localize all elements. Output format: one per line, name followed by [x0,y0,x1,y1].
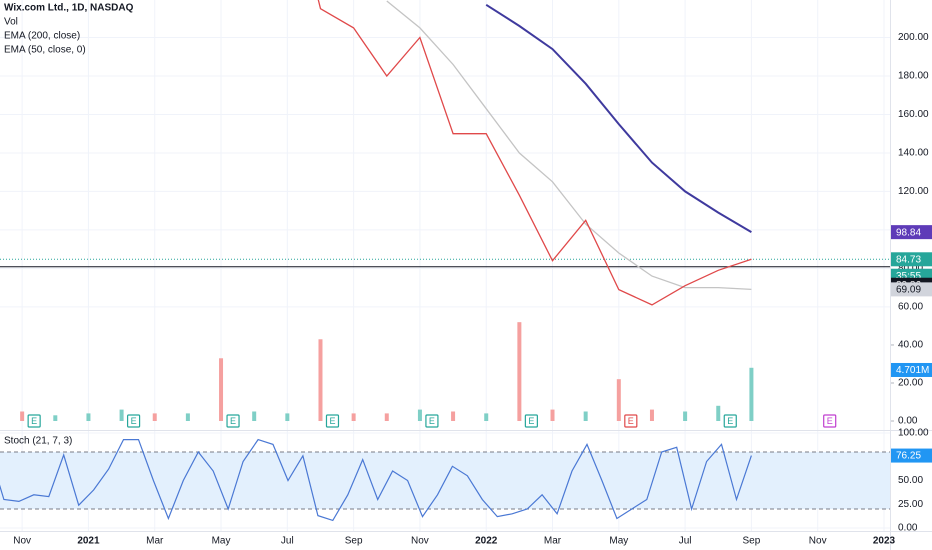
earnings-marker [27,414,41,428]
axis-badge-label: 98.84 [896,227,921,238]
volume-bar [649,409,654,421]
volume-bar [683,411,688,421]
legend-ema200: EMA (200, close) [4,31,80,42]
axis-badge [891,225,932,240]
series-line [485,3,752,233]
stoch-tick-label: 0.00 [898,523,918,534]
legend-ema50: EMA (50, close, 0) [4,45,86,56]
earnings-marker [524,414,538,428]
earnings-label: E [329,416,335,426]
volume-bar [451,411,456,421]
y-tick-label: 60.00 [898,302,923,313]
volume-bar [152,413,157,421]
volume-bar [318,339,323,421]
stoch-title: Stoch (21, 7, 3) [4,436,72,447]
earnings-marker [624,414,638,428]
x-tick-label: Jul [679,536,692,547]
earnings-label: E [528,416,534,426]
earnings-label: E [230,416,236,426]
earnings-label: E [429,416,435,426]
axis-badge-label: 76.25 [896,451,921,462]
y2-tick-label: 20.00 [898,378,923,389]
x-tick-label: Nov [13,536,31,547]
axis-badge [891,282,932,297]
x-tick-label: 2023 [873,536,896,547]
stoch-tick-label: 100.00 [898,428,929,439]
volume-bar [384,413,389,421]
x-tick-label: May [609,536,628,547]
earnings-label: E [628,416,634,426]
earnings-marker [425,414,439,428]
x-tick-label: 2022 [475,536,498,547]
axis-badge-label: 35:55 [896,271,921,282]
earnings-marker [325,414,340,428]
axis-badge [891,252,932,267]
earnings-marker [723,414,737,428]
volume-bar [550,409,555,421]
x-tick-label: Sep [743,536,761,547]
legend-volume: Vol [4,17,18,28]
y-tick-label: 180.00 [898,71,929,82]
axis-badge-label: 4.701M [896,365,929,376]
y2-tick-label: 40.00 [898,340,923,351]
volume-bar [716,405,721,421]
chart-title: Wix.com Ltd., 1D, NASDAQ [4,3,134,14]
earnings-marker [226,414,240,428]
stoch-tick-label: 25.00 [898,499,923,510]
earnings-marker [823,414,837,428]
volume-bar [749,367,754,421]
series-line [386,0,752,291]
volume-bar [53,415,58,421]
earnings-label: E [31,416,37,426]
volume-bar [86,413,91,421]
stoch-line [0,438,752,522]
volume-bar [185,413,190,421]
volume-bar [285,413,290,421]
y-tick-label: 140.00 [898,148,929,159]
volume-bar [351,413,356,421]
x-tick-label: Nov [411,536,429,547]
y2-tick-label: 0.00 [898,416,918,427]
x-tick-label: Mar [544,536,562,547]
x-tick-label: Sep [345,536,363,547]
volume-bar [219,358,224,421]
axis-badge-label: 69.09 [896,285,921,296]
x-tick-label: Mar [146,536,164,547]
volume-bar [417,409,422,421]
axis-badge [891,448,932,463]
volume-bar [583,411,588,421]
earnings-label: E [727,416,733,426]
x-tick-label: Jul [281,536,294,547]
x-tick-label: Nov [809,536,827,547]
x-tick-label: May [212,536,231,547]
volume-bar [484,413,489,421]
earnings-marker [126,414,141,428]
stoch-tick-label: 50.00 [898,475,923,486]
axis-badge-label: 84.73 [896,254,921,265]
earnings-label: E [827,416,833,426]
y-tick-label: 120.00 [898,186,929,197]
volume-bar [252,411,257,421]
y-tick-label: 80.00 [898,263,923,274]
series-line [317,0,752,306]
earnings-label: E [131,416,137,426]
x-tick-label: 2021 [77,536,100,547]
volume-bar [20,411,25,421]
volume-bar [616,379,621,421]
y-tick-label: 160.00 [898,109,929,120]
volume-bar [119,409,124,421]
volume-bar [517,322,522,421]
y-tick-label: 200.00 [898,32,929,43]
axis-badge [891,362,932,377]
